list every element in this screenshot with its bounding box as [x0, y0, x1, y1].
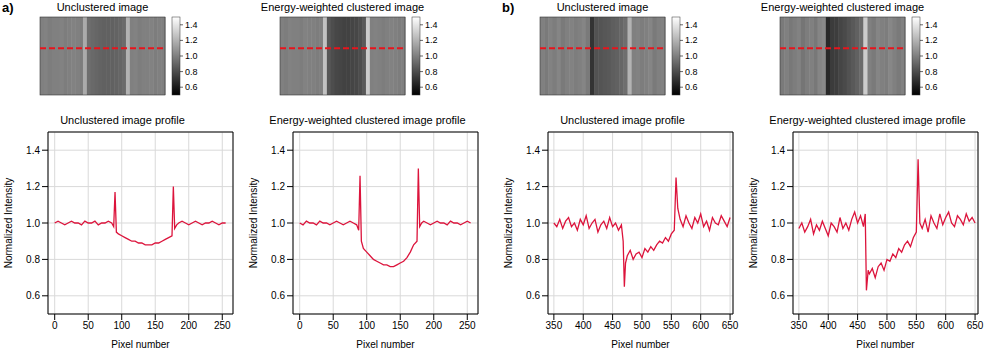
svg-text:550: 550: [908, 320, 925, 331]
svg-text:600: 600: [937, 320, 954, 331]
svg-text:0.8: 0.8: [271, 254, 285, 265]
svg-text:350: 350: [791, 320, 808, 331]
svg-text:250: 250: [214, 320, 231, 331]
svg-text:1.4: 1.4: [185, 20, 198, 30]
svg-text:650: 650: [967, 320, 984, 331]
svg-text:1.0: 1.0: [425, 51, 438, 61]
svg-text:650: 650: [722, 320, 739, 331]
svg-text:1.4: 1.4: [925, 20, 938, 30]
svg-text:1.4: 1.4: [771, 145, 785, 156]
svg-text:0.6: 0.6: [925, 82, 938, 92]
svg-text:150: 150: [147, 320, 164, 331]
svg-text:0.8: 0.8: [425, 67, 438, 77]
svg-text:1.0: 1.0: [26, 218, 40, 229]
svg-text:500: 500: [879, 320, 896, 331]
svg-text:Normalized Intensity: Normalized Intensity: [748, 178, 759, 269]
svg-text:0.8: 0.8: [771, 254, 785, 265]
html-text:Energy-weighted clustered imag: Energy-weighted clustered image profile: [269, 114, 466, 126]
svg-text:Pixel number: Pixel number: [356, 339, 415, 350]
svg-text:0.8: 0.8: [526, 254, 540, 265]
svg-text:200: 200: [425, 320, 442, 331]
html-text:Unclustered image: Unclustered image: [56, 1, 149, 13]
html-text:Unclustered image profile: Unclustered image profile: [60, 114, 185, 126]
svg-text:0.8: 0.8: [685, 67, 698, 77]
svg-text:0.6: 0.6: [425, 82, 438, 92]
svg-text:Pixel number: Pixel number: [856, 339, 915, 350]
svg-text:0.8: 0.8: [26, 254, 40, 265]
svg-text:50: 50: [328, 320, 340, 331]
svg-text:Pixel number: Pixel number: [611, 339, 670, 350]
html-text:b): b): [502, 0, 515, 15]
svg-text:1.2: 1.2: [26, 181, 40, 192]
svg-text:0: 0: [52, 320, 58, 331]
svg-text:1.0: 1.0: [685, 51, 698, 61]
svg-text:1.2: 1.2: [185, 35, 198, 45]
html-text:Energy-weighted clustered imag: Energy-weighted clustered image profile: [769, 114, 966, 126]
svg-text:0.6: 0.6: [185, 82, 198, 92]
svg-text:1.2: 1.2: [771, 181, 785, 192]
svg-text:1.4: 1.4: [526, 145, 540, 156]
svg-text:Normalized Intensity: Normalized Intensity: [248, 178, 259, 269]
svg-text:Pixel number: Pixel number: [111, 339, 170, 350]
svg-text:100: 100: [358, 320, 375, 331]
svg-text:550: 550: [663, 320, 680, 331]
svg-text:50: 50: [83, 320, 95, 331]
svg-text:0.6: 0.6: [26, 290, 40, 301]
svg-text:450: 450: [604, 320, 621, 331]
svg-text:1.0: 1.0: [526, 218, 540, 229]
svg-text:1.2: 1.2: [425, 35, 438, 45]
svg-text:450: 450: [849, 320, 866, 331]
svg-text:1.0: 1.0: [925, 51, 938, 61]
svg-text:150: 150: [392, 320, 409, 331]
svg-text:250: 250: [459, 320, 476, 331]
svg-text:1.0: 1.0: [185, 51, 198, 61]
svg-text:1.4: 1.4: [425, 20, 438, 30]
svg-text:1.4: 1.4: [271, 145, 285, 156]
html-text:Unclustered image: Unclustered image: [556, 1, 649, 13]
svg-text:1.2: 1.2: [685, 35, 698, 45]
svg-text:350: 350: [546, 320, 563, 331]
svg-text:0: 0: [297, 320, 303, 331]
svg-text:Normalized Intensity: Normalized Intensity: [503, 178, 514, 269]
svg-text:600: 600: [692, 320, 709, 331]
svg-text:500: 500: [634, 320, 651, 331]
svg-text:0.6: 0.6: [685, 82, 698, 92]
svg-text:1.2: 1.2: [925, 35, 938, 45]
html-text:Energy-weighted clustered imag: Energy-weighted clustered image: [260, 1, 425, 13]
html-text:a): a): [2, 0, 14, 15]
svg-text:0.8: 0.8: [925, 67, 938, 77]
svg-text:400: 400: [820, 320, 837, 331]
html-text:Energy-weighted clustered imag: Energy-weighted clustered image: [760, 1, 925, 13]
svg-text:Normalized Intensity: Normalized Intensity: [3, 178, 14, 269]
svg-text:1.0: 1.0: [271, 218, 285, 229]
svg-text:1.4: 1.4: [685, 20, 698, 30]
svg-text:0.6: 0.6: [771, 290, 785, 301]
svg-text:0.6: 0.6: [526, 290, 540, 301]
svg-text:1.2: 1.2: [526, 181, 540, 192]
svg-text:1.2: 1.2: [271, 181, 285, 192]
svg-text:1.4: 1.4: [26, 145, 40, 156]
html-text:Unclustered image profile: Unclustered image profile: [560, 114, 685, 126]
svg-text:100: 100: [113, 320, 130, 331]
svg-text:0.6: 0.6: [271, 290, 285, 301]
svg-text:0.8: 0.8: [185, 67, 198, 77]
svg-text:400: 400: [575, 320, 592, 331]
svg-text:1.0: 1.0: [771, 218, 785, 229]
svg-text:200: 200: [180, 320, 197, 331]
